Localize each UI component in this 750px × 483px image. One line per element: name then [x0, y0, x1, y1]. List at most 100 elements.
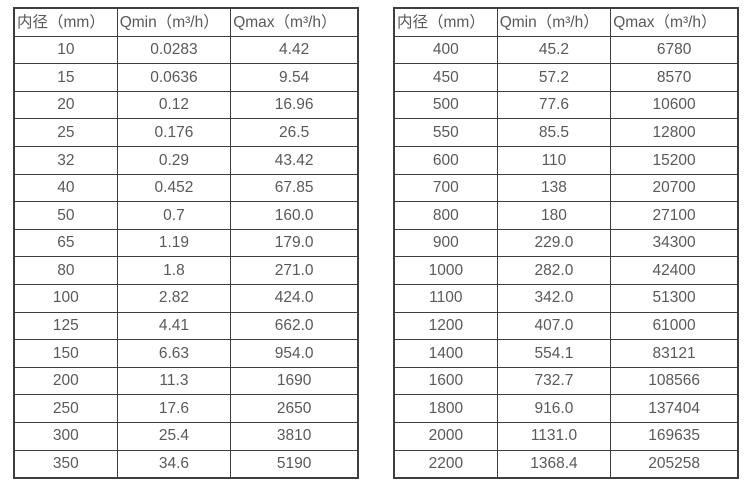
cell-qmin: 138 — [496, 173, 612, 203]
cell-qmin: 1131.0 — [496, 421, 612, 451]
table-row: 125 4.41 662.0 — [13, 311, 359, 341]
cell-qmin: 2.82 — [116, 283, 232, 313]
cell-qmin: 85.5 — [496, 118, 612, 147]
cell-diameter: 2000 — [393, 421, 498, 451]
cell-qmin: 0.0283 — [116, 35, 232, 65]
cell-qmax: 61000 — [610, 311, 739, 341]
table-row: 800 180 27100 — [393, 201, 739, 230]
cell-diameter: 150 — [13, 339, 118, 368]
cell-qmin: 180 — [496, 201, 612, 230]
table-row: 1400 554.1 83121 — [393, 339, 739, 368]
table-row: 50 0.7 160.0 — [13, 201, 359, 230]
table-row: 40 0.452 67.85 — [13, 173, 359, 203]
cell-qmin: 0.7 — [116, 201, 232, 230]
cell-qmin: 916.0 — [496, 394, 612, 423]
cell-diameter: 2200 — [393, 449, 498, 479]
cell-qmax: 1690 — [230, 366, 359, 396]
cell-qmin: 282.0 — [496, 256, 612, 285]
cell-qmin: 407.0 — [496, 311, 612, 341]
cell-diameter: 500 — [393, 90, 498, 120]
cell-qmin: 229.0 — [496, 228, 612, 258]
table-header: 内径（mm） Qmin（m³/h） Qmax（m³/h） — [13, 7, 359, 37]
cell-qmax: 12800 — [610, 118, 739, 147]
table-row: 32 0.29 43.42 — [13, 145, 359, 175]
cell-diameter: 400 — [393, 35, 498, 65]
cell-diameter: 1600 — [393, 366, 498, 396]
cell-qmin: 342.0 — [496, 283, 612, 313]
table-row: 1800 916.0 137404 — [393, 394, 739, 423]
cell-qmax: 160.0 — [230, 201, 359, 230]
table-body: 400 45.2 6780 450 57.2 8570 500 77.6 10600 550 85.… — [393, 35, 739, 479]
table-row: 25 0.176 26.5 — [13, 118, 359, 147]
cell-qmin: 554.1 — [496, 339, 612, 368]
table-row: 100 2.82 424.0 — [13, 283, 359, 313]
cell-qmin: 0.452 — [116, 173, 232, 203]
cell-qmax: 27100 — [610, 201, 739, 230]
cell-diameter: 600 — [393, 145, 498, 175]
cell-qmin: 0.29 — [116, 145, 232, 175]
header-row: 内径（mm） Qmin（m³/h） Qmax（m³/h） — [393, 7, 739, 37]
column-header-diameter: 内径（mm） — [13, 7, 118, 37]
cell-qmin: 110 — [496, 145, 612, 175]
cell-qmax: 662.0 — [230, 311, 359, 341]
cell-qmax: 20700 — [610, 173, 739, 203]
cell-diameter: 20 — [13, 90, 118, 120]
table-row: 80 1.8 271.0 — [13, 256, 359, 285]
table-row: 200 11.3 1690 — [13, 366, 359, 396]
cell-qmin: 77.6 — [496, 90, 612, 120]
table-row: 250 17.6 2650 — [13, 394, 359, 423]
cell-qmax: 34300 — [610, 228, 739, 258]
cell-qmin: 0.176 — [116, 118, 232, 147]
table-row: 2000 1131.0 169635 — [393, 421, 739, 451]
cell-qmax: 271.0 — [230, 256, 359, 285]
cell-qmax: 26.5 — [230, 118, 359, 147]
cell-qmin: 1.19 — [116, 228, 232, 258]
cell-qmax: 2650 — [230, 394, 359, 423]
table-row: 400 45.2 6780 — [393, 35, 739, 65]
cell-diameter: 50 — [13, 201, 118, 230]
column-header-qmin: Qmin（m³/h） — [116, 7, 232, 37]
cell-qmin: 0.0636 — [116, 63, 232, 92]
cell-diameter: 800 — [393, 201, 498, 230]
table-row: 10 0.0283 4.42 — [13, 35, 359, 65]
cell-qmax: 5190 — [230, 449, 359, 479]
table-row: 900 229.0 34300 — [393, 228, 739, 258]
cell-qmin: 4.41 — [116, 311, 232, 341]
cell-diameter: 65 — [13, 228, 118, 258]
cell-diameter: 1400 — [393, 339, 498, 368]
table-row: 150 6.63 954.0 — [13, 339, 359, 368]
cell-qmax: 16.96 — [230, 90, 359, 120]
flow-table-large-diameters: 内径（mm） Qmin（m³/h） Qmax（m³/h） 400 45.2 6780 45… — [393, 7, 739, 480]
cell-qmax: 43.42 — [230, 145, 359, 175]
column-header-qmin: Qmin（m³/h） — [496, 7, 612, 37]
cell-qmax: 9.54 — [230, 63, 359, 92]
cell-diameter: 32 — [13, 145, 118, 175]
table-row: 350 34.6 5190 — [13, 449, 359, 479]
cell-diameter: 1000 — [393, 256, 498, 285]
cell-qmax: 10600 — [610, 90, 739, 120]
cell-qmin: 25.4 — [116, 421, 232, 451]
cell-qmax: 179.0 — [230, 228, 359, 258]
cell-diameter: 10 — [13, 35, 118, 65]
column-header-qmax: Qmax（m³/h） — [610, 7, 739, 37]
table-row: 65 1.19 179.0 — [13, 228, 359, 258]
cell-qmax: 424.0 — [230, 283, 359, 313]
table-row: 600 110 15200 — [393, 145, 739, 175]
cell-diameter: 100 — [13, 283, 118, 313]
cell-diameter: 700 — [393, 173, 498, 203]
cell-diameter: 1800 — [393, 394, 498, 423]
table-header: 内径（mm） Qmin（m³/h） Qmax（m³/h） — [393, 7, 739, 37]
table-row: 15 0.0636 9.54 — [13, 63, 359, 92]
table-row: 1200 407.0 61000 — [393, 311, 739, 341]
cell-qmin: 11.3 — [116, 366, 232, 396]
cell-diameter: 200 — [13, 366, 118, 396]
cell-diameter: 450 — [393, 63, 498, 92]
table-row: 1600 732.7 108566 — [393, 366, 739, 396]
cell-qmin: 34.6 — [116, 449, 232, 479]
table-row: 550 85.5 12800 — [393, 118, 739, 147]
header-row: 内径（mm） Qmin（m³/h） Qmax（m³/h） — [13, 7, 359, 37]
cell-qmax: 169635 — [610, 421, 739, 451]
cell-qmax: 6780 — [610, 35, 739, 65]
cell-diameter: 1100 — [393, 283, 498, 313]
